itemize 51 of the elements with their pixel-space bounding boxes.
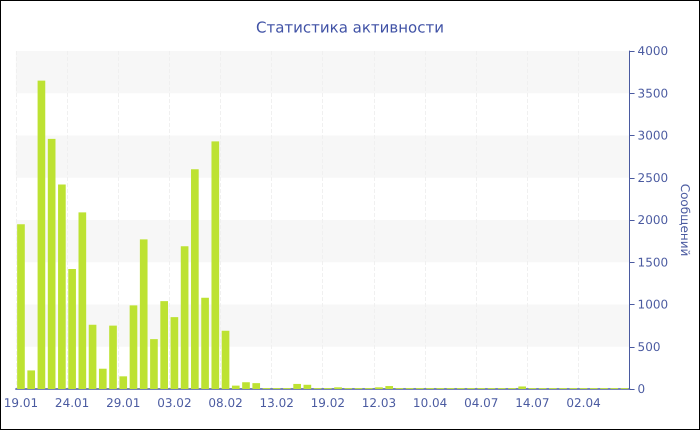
y-tick-label: 500 [638, 340, 660, 354]
x-tick-label: 19.02 [310, 396, 345, 410]
bar [140, 239, 148, 389]
bar [88, 324, 96, 389]
bar [119, 376, 128, 389]
y-tick-label: 3000 [638, 128, 668, 142]
bar [109, 326, 117, 389]
x-tick-label: 24.01 [54, 396, 90, 410]
x-tick-label: 19.01 [4, 396, 38, 410]
bar [98, 368, 107, 389]
bar [150, 339, 158, 389]
y-tick-label: 2500 [638, 170, 668, 185]
bar [58, 184, 66, 389]
bar [385, 386, 394, 389]
bar [17, 224, 25, 389]
bar [78, 212, 86, 389]
x-tick-label: 14.07 [515, 396, 550, 410]
bar [68, 269, 76, 389]
x-tick-label: 04.07 [464, 396, 498, 410]
y-tick-label: 4000 [638, 44, 668, 58]
x-tick-label: 02.04 [566, 396, 601, 410]
bar [293, 384, 301, 389]
bar [191, 169, 199, 389]
bar [48, 138, 56, 389]
x-tick-label: 29.01 [106, 396, 140, 410]
bar [518, 386, 526, 389]
bar [304, 384, 312, 389]
y-tick-label: 2000 [638, 213, 668, 227]
x-tick-label: 08.02 [208, 396, 243, 410]
x-tick-label: 12.03 [362, 396, 396, 410]
bar [180, 246, 188, 389]
y-tick-label: 1500 [638, 255, 668, 270]
bar [242, 382, 250, 389]
y-tick-label: 3500 [638, 86, 668, 100]
x-tick-label: 10.04 [412, 396, 448, 410]
bar [27, 370, 36, 389]
bar [232, 386, 240, 389]
bar [130, 305, 138, 389]
bar [170, 317, 178, 389]
y-tick-label: 0 [638, 382, 646, 396]
x-tick-label: 13.02 [260, 396, 294, 410]
bar [38, 80, 46, 389]
bar [222, 330, 230, 389]
y-tick-label: 1000 [638, 298, 668, 312]
bar [252, 383, 260, 389]
bar [160, 301, 168, 389]
chart-title: Статистика активности [256, 18, 444, 36]
y-axis-title: Сообщений [678, 184, 692, 256]
bar [201, 298, 209, 389]
bar [211, 141, 220, 389]
x-tick-label: 03.02 [157, 396, 192, 410]
